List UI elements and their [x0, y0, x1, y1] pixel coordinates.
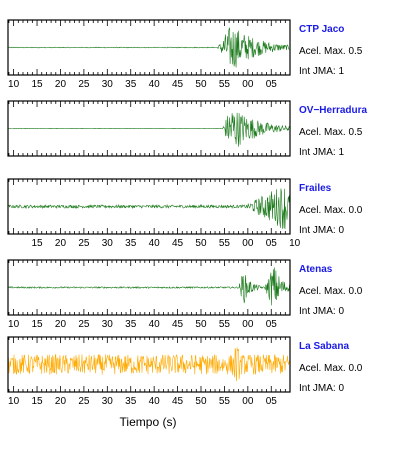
waveform-line: [7, 267, 291, 306]
jma-intensity-label: Int JMA: 1: [299, 66, 344, 77]
tick-label: 50: [195, 396, 207, 407]
station-name: OV−Herradura: [299, 105, 368, 116]
accel-max-label: Acel. Max. 0.0: [299, 286, 363, 297]
tick-label: 40: [149, 238, 161, 249]
tick-label: 15: [31, 396, 43, 407]
tick-label: 55: [219, 319, 231, 330]
jma-intensity-label: Int JMA: 0: [299, 225, 344, 236]
panel-frame: [7, 100, 291, 157]
panel-frame: [7, 178, 291, 235]
tick-label: 25: [78, 319, 90, 330]
station-name: CTP Jaco: [299, 24, 344, 35]
tick-label: 45: [172, 396, 184, 407]
panel-3: 10 15 20 25 30 35 40 45 50 55 00 05 Atenas Acel. Max.…: [7, 259, 363, 330]
station-name: Frailes: [299, 183, 332, 194]
panel-2: 15 20 25 30 35 40 45 50 55 00 05 10 Frailes Acel. Max…: [7, 178, 363, 249]
tick-label: 05: [266, 319, 278, 330]
jma-intensity-label: Int JMA: 0: [299, 306, 344, 317]
tick-label: 20: [55, 238, 67, 249]
waveform-line: [7, 112, 291, 147]
tick-label: 35: [125, 396, 137, 407]
accel-max-label: Acel. Max. 0.5: [299, 127, 363, 138]
tick-label: 45: [172, 79, 184, 90]
waveform-line: [7, 188, 291, 230]
tick-label: 55: [219, 238, 231, 249]
x-axis-label: Tiempo (s): [120, 415, 177, 429]
tick-label: 05: [266, 79, 278, 90]
tick-label: 40: [149, 79, 161, 90]
tick-label: 10: [8, 319, 20, 330]
tick-label: 35: [125, 238, 137, 249]
tick-label: 00: [242, 238, 254, 249]
tick-label: 05: [266, 238, 278, 249]
tick-label: 35: [125, 79, 137, 90]
panel-0: 10 15 20 25 30 35 40 45 50 55 00 05 CTP Jaco Acel. Ma…: [7, 19, 363, 90]
tick-label: 10: [8, 79, 20, 90]
tick-label: 10: [289, 238, 301, 249]
panel-frame: [7, 19, 291, 76]
tick-label: 20: [55, 319, 67, 330]
tick-label: 15: [31, 79, 43, 90]
tick-label: 25: [78, 396, 90, 407]
tick-label: 45: [172, 319, 184, 330]
tick-label: 45: [172, 238, 184, 249]
accel-max-label: Acel. Max. 0.0: [299, 363, 363, 374]
tick-label: 15: [31, 319, 43, 330]
tick-label: 20: [55, 79, 67, 90]
panel-4: 10 15 20 25 30 35 40 45 50 55 00 05 La Sabana Acel. M…: [7, 336, 363, 407]
station-name: La Sabana: [299, 341, 349, 352]
tick-label: 30: [102, 79, 114, 90]
tick-label: 25: [78, 238, 90, 249]
panels-group: 10 15 20 25 30 35 40 45 50 55 00 05 CTP Jaco Acel. Ma…: [7, 19, 368, 407]
tick-label: 55: [219, 79, 231, 90]
tick-label: 30: [102, 396, 114, 407]
tick-label: 30: [102, 238, 114, 249]
tick-label: 35: [125, 319, 137, 330]
accel-max-label: Acel. Max. 0.0: [299, 205, 363, 216]
tick-label: 50: [195, 319, 207, 330]
tick-label: 50: [195, 238, 207, 249]
tick-label: 00: [242, 79, 254, 90]
tick-label: 25: [78, 79, 90, 90]
tick-label: 20: [55, 396, 67, 407]
tick-label: 00: [242, 396, 254, 407]
station-name: Atenas: [299, 264, 333, 275]
tick-label: 55: [219, 396, 231, 407]
tick-label: 40: [149, 319, 161, 330]
accel-max-label: Acel. Max. 0.5: [299, 46, 363, 57]
tick-label: 50: [195, 79, 207, 90]
panel-frame: [7, 259, 291, 316]
tick-label: 15: [31, 238, 43, 249]
jma-intensity-label: Int JMA: 0: [299, 383, 344, 394]
tick-label: 05: [266, 396, 278, 407]
waveform-line: [7, 347, 291, 382]
panel-1: OV−Herradura Acel. Max. 0.5 Int JMA: 1: [7, 100, 368, 158]
tick-label: 40: [149, 396, 161, 407]
jma-intensity-label: Int JMA: 1: [299, 147, 344, 158]
tick-label: 30: [102, 319, 114, 330]
tick-label: 00: [242, 319, 254, 330]
waveform-line: [7, 27, 291, 68]
tick-label: 10: [8, 396, 20, 407]
panel-frame: [7, 336, 291, 393]
